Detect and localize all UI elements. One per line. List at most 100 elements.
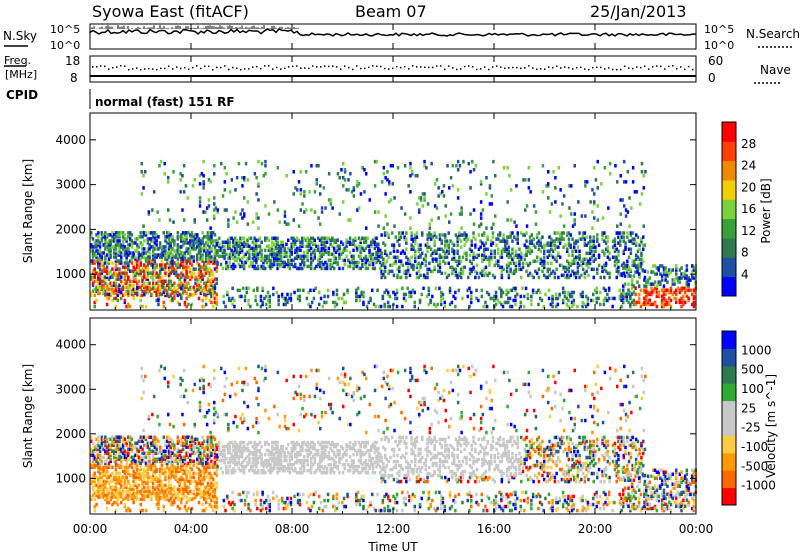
velocity-cell (151, 435, 155, 439)
power-cell (274, 236, 278, 240)
power-cell (399, 235, 403, 239)
power-cell (570, 300, 574, 305)
power-cell (566, 267, 569, 272)
power-cell (577, 200, 580, 204)
power-cell (210, 287, 213, 291)
power-cell (233, 258, 237, 263)
velocity-cell (158, 445, 162, 449)
power-cell (601, 233, 604, 237)
power-cell (414, 253, 417, 257)
power-cell (604, 235, 608, 239)
power-cell (107, 251, 111, 255)
power-cell (354, 264, 357, 269)
power-cell (143, 271, 146, 275)
velocity-cell (104, 451, 107, 455)
power-cell (528, 235, 532, 239)
velocity-cell (164, 477, 167, 482)
velocity-cell (144, 455, 148, 459)
power-cell (561, 300, 565, 305)
velocity-cell (180, 485, 183, 490)
power-cell (349, 172, 352, 176)
power-cell (107, 271, 111, 275)
power-cell (139, 287, 142, 291)
power-cell (664, 274, 667, 278)
power-cell (680, 276, 683, 280)
power-cell (118, 271, 121, 275)
power-cell (243, 212, 246, 216)
power-cell (619, 235, 622, 239)
power-cell (477, 233, 481, 237)
power-cell (243, 298, 247, 303)
power-cell (507, 290, 510, 295)
power-cell (178, 245, 181, 249)
power-cell (640, 251, 643, 255)
power-cell (551, 298, 554, 303)
power-cell (279, 246, 283, 251)
power-cell (560, 263, 564, 268)
power-cell (136, 259, 139, 263)
power-cell (405, 271, 408, 276)
power-cell (360, 290, 363, 295)
power-cell (495, 237, 498, 241)
power-cell (359, 248, 362, 253)
site-title: Syowa East (fitACF) (92, 2, 249, 21)
power-cell (329, 202, 333, 206)
power-cell (571, 249, 574, 253)
power-cell (622, 239, 625, 243)
power-cell (203, 304, 206, 309)
power-cell (299, 256, 302, 261)
power-cell (235, 240, 239, 244)
power-cell (279, 254, 283, 259)
power-cell (201, 231, 204, 235)
power-cell (155, 253, 158, 257)
power-cell (216, 238, 219, 242)
power-cell (512, 235, 516, 239)
power-cell (626, 263, 629, 268)
velocity-cell (137, 473, 141, 478)
power-cell (267, 258, 270, 263)
power-cell (655, 286, 659, 291)
velocity-cell (125, 443, 128, 447)
power-cell (631, 231, 634, 235)
power-cell (435, 259, 438, 263)
velocity-cell (116, 463, 119, 468)
power-cell (502, 267, 505, 272)
velocity-cell (181, 489, 185, 494)
power-cell (405, 269, 408, 274)
power-cell (118, 289, 121, 293)
power-cell (617, 271, 620, 276)
power-cell (622, 300, 625, 305)
power-cell (440, 241, 443, 245)
power-cell (279, 256, 283, 261)
power-cell (482, 247, 486, 251)
power-cell (572, 290, 575, 295)
power-cell (543, 255, 546, 259)
velocity-cell (155, 497, 158, 502)
power-cell (627, 247, 631, 251)
power-cell (127, 263, 130, 267)
velocity-cell (118, 487, 121, 492)
velocity-cell (127, 457, 130, 461)
power-cell (226, 238, 230, 242)
power-cell (127, 285, 130, 289)
power-cell (139, 271, 142, 275)
velocity-cell (153, 493, 157, 498)
power-cell (201, 265, 204, 269)
power-cell (180, 281, 183, 285)
power-cell (554, 296, 558, 301)
velocity-cell (151, 481, 155, 486)
power-cell (510, 304, 514, 309)
power-cell (534, 222, 538, 226)
power-cell (208, 273, 211, 277)
power-cell (534, 259, 537, 263)
power-cell (485, 226, 488, 230)
power-cell (459, 275, 463, 280)
power-cell (134, 255, 137, 259)
power-cell (384, 214, 387, 218)
power-cell (624, 241, 627, 245)
power-cell (301, 260, 304, 265)
velocity-cell (201, 445, 204, 449)
power-cell (279, 240, 283, 244)
power-cell (596, 186, 599, 190)
velocity-cell (169, 471, 172, 476)
